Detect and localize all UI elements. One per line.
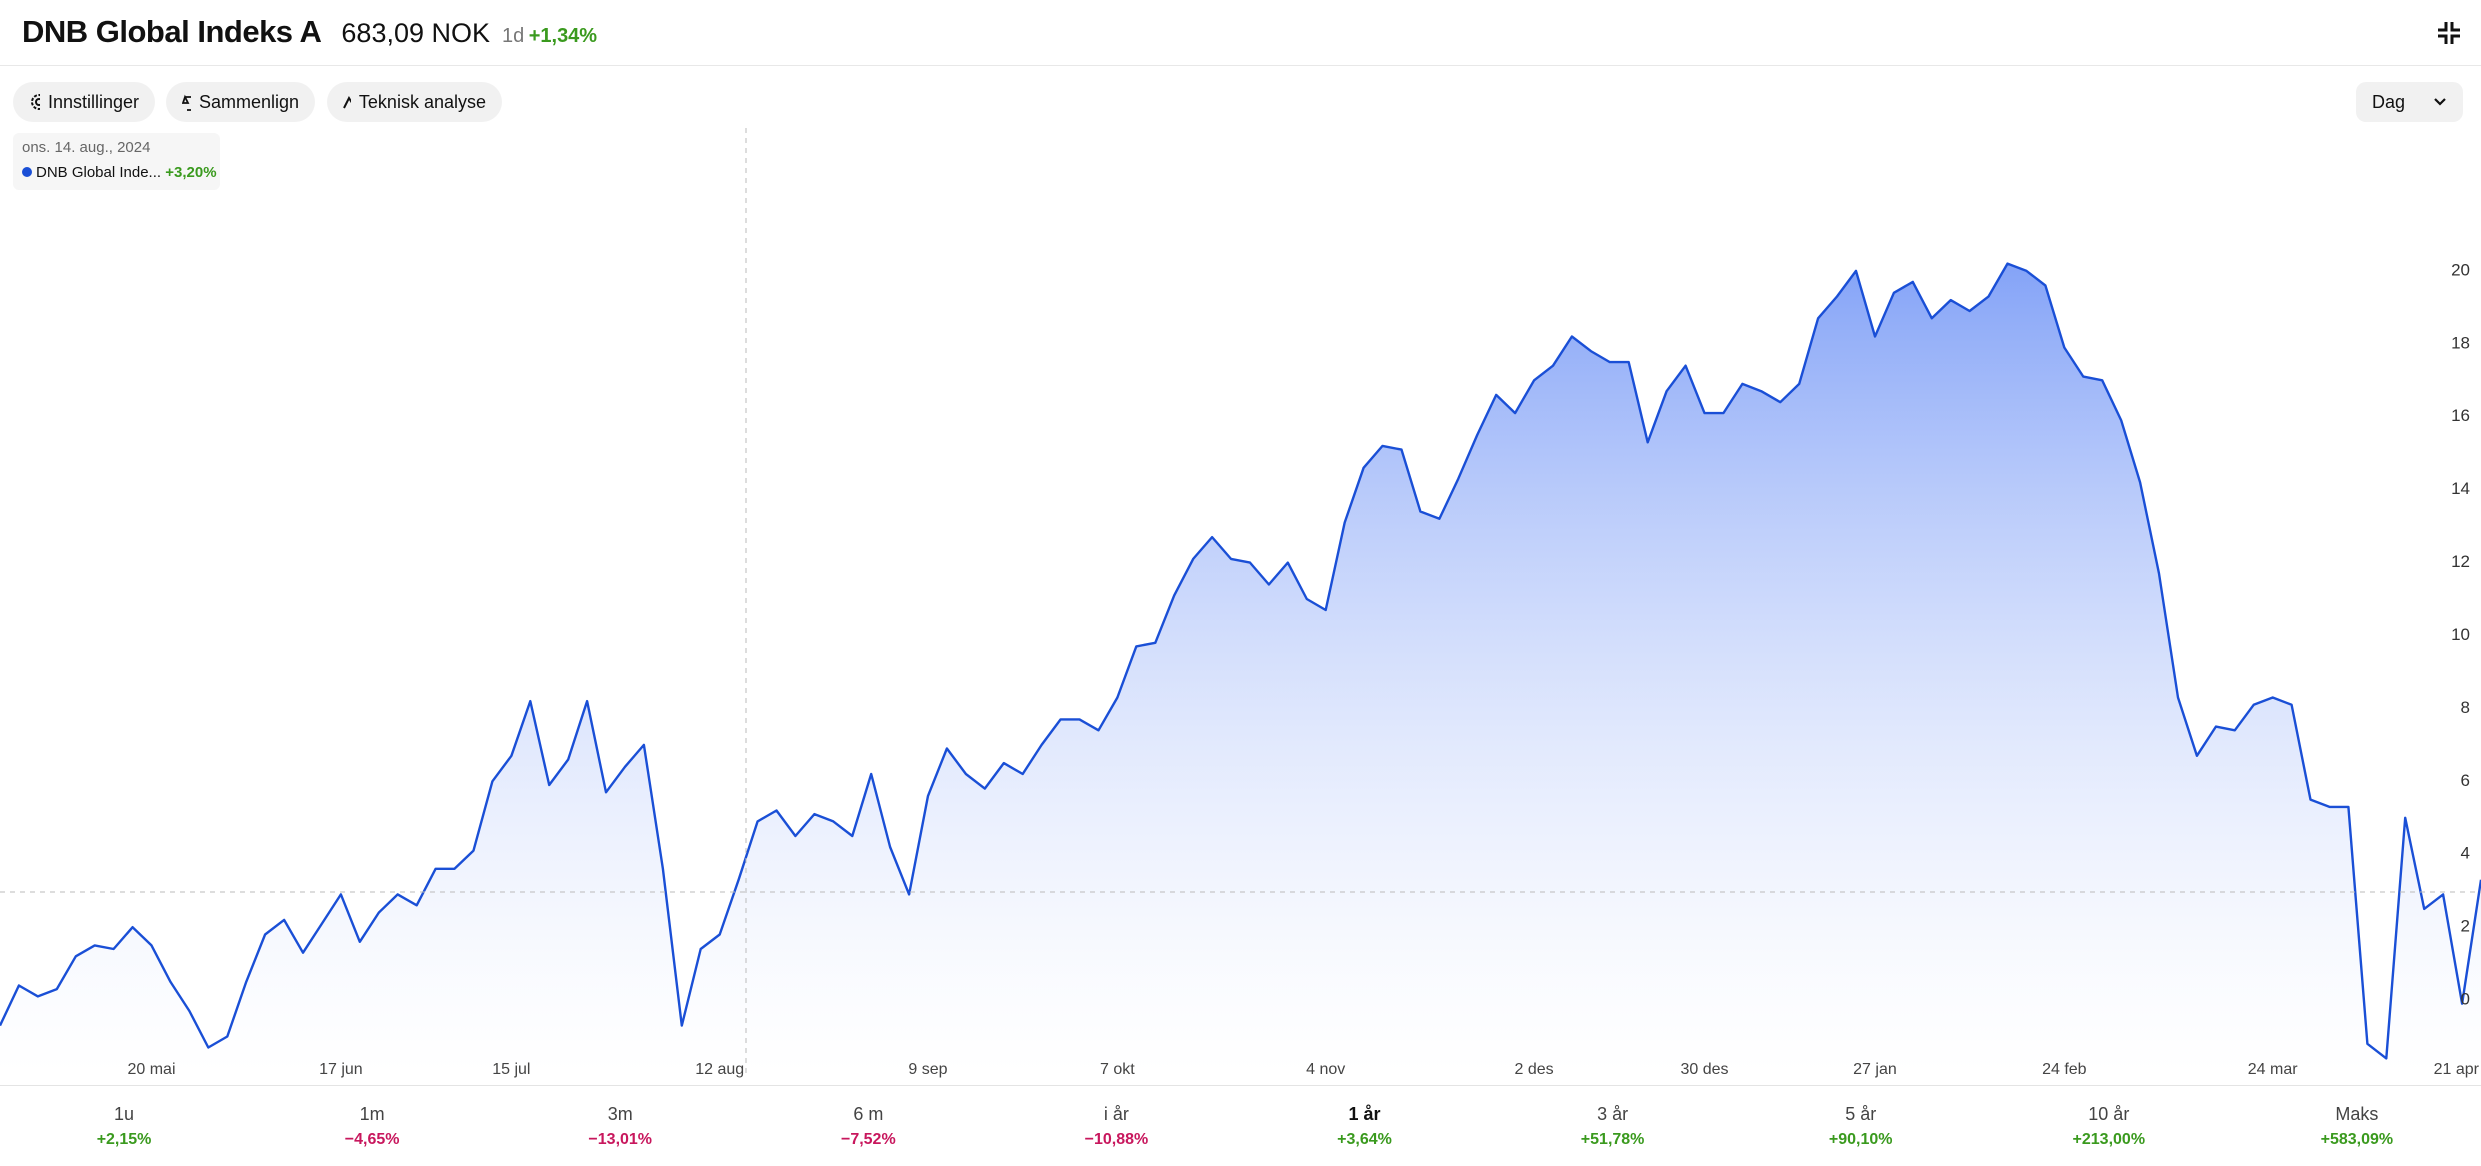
period-tab[interactable]: 3m −13,01% bbox=[496, 1086, 744, 1166]
period-label: Maks bbox=[2335, 1104, 2379, 1124]
period-change: +213,00% bbox=[2072, 1131, 2146, 1148]
period-change: +90,10% bbox=[1828, 1131, 1893, 1148]
period-tabs: 1u +2,15% 1m −4,65% 3m −13,01% 6 m −7,52% i år −1… bbox=[0, 1085, 2481, 1166]
y-tick-label: 14 bbox=[2451, 479, 2470, 498]
button-label: Innstillinger bbox=[47, 91, 139, 112]
period-label: 3 år bbox=[1597, 1104, 1629, 1124]
period-change: +51,78% bbox=[1580, 1131, 1645, 1148]
change-period: 1d bbox=[502, 25, 525, 47]
settings-button[interactable]: Innstillinger bbox=[13, 82, 155, 122]
scale-icon bbox=[182, 94, 191, 111]
period-tab[interactable]: 10 år +213,00% bbox=[1985, 1086, 2233, 1166]
period-tab[interactable]: 5 år +90,10% bbox=[1737, 1086, 1985, 1166]
period-label: 6 m bbox=[853, 1104, 884, 1124]
header: DNB Global Indeks A 683,09 NOK 1d +1,34% bbox=[22, 14, 597, 60]
price: 683,09 NOK bbox=[341, 18, 490, 48]
y-tick-label: 10 bbox=[2451, 625, 2470, 644]
y-tick-label: 20 bbox=[2451, 260, 2470, 279]
x-tick-label: 12 aug bbox=[695, 1061, 744, 1078]
change: +1,34% bbox=[528, 25, 598, 47]
period-change: −4,65% bbox=[344, 1131, 400, 1148]
period-tab[interactable]: Maks +583,09% bbox=[2233, 1086, 2481, 1166]
x-tick-label: 20 mai bbox=[127, 1061, 175, 1078]
period-change: −10,88% bbox=[1084, 1131, 1149, 1148]
period-change: +2,15% bbox=[96, 1131, 152, 1148]
analysis-button[interactable]: Teknisk analyse bbox=[327, 82, 502, 122]
period-tab[interactable]: 3 år +51,78% bbox=[1489, 1086, 1737, 1166]
period-change: −13,01% bbox=[588, 1131, 653, 1148]
x-tick-label: 2 des bbox=[1514, 1061, 1553, 1078]
x-tick-label: 27 jan bbox=[1853, 1061, 1897, 1078]
period-change: +583,09% bbox=[2320, 1131, 2394, 1148]
y-tick-label: 0 bbox=[2461, 990, 2470, 1009]
y-tick-label: 18 bbox=[2451, 333, 2470, 352]
period-label: 3m bbox=[607, 1104, 633, 1124]
line-icon bbox=[343, 95, 351, 109]
legend-name: DNB Global Inde... bbox=[36, 164, 162, 181]
x-tick-label: 15 jul bbox=[492, 1061, 530, 1078]
period-tab[interactable]: i år −10,88% bbox=[992, 1086, 1240, 1166]
x-tick-label: 24 feb bbox=[2042, 1061, 2087, 1078]
x-tick-label: 21 apr bbox=[2434, 1061, 2480, 1078]
tooltip-value: +3,20% bbox=[165, 164, 217, 181]
period-label: 1m bbox=[359, 1104, 385, 1124]
x-tick-label: 30 des bbox=[1680, 1061, 1728, 1078]
tooltip-row: DNB Global Inde... +3,20% bbox=[22, 164, 217, 181]
y-tick-label: 4 bbox=[2461, 844, 2470, 863]
y-tick-label: 6 bbox=[2461, 771, 2470, 790]
button-label: Sammenlign bbox=[198, 91, 299, 112]
line bbox=[0, 262, 2481, 1060]
y-tick-label: 8 bbox=[2461, 698, 2470, 717]
period-tab[interactable]: 1u +2,15% bbox=[0, 1086, 248, 1166]
daily-change: 1d +1,34% bbox=[502, 25, 597, 48]
period-change: +3,64% bbox=[1337, 1131, 1392, 1148]
period-tab[interactable]: 1m −4,65% bbox=[248, 1086, 496, 1166]
x-tick-label: 17 jun bbox=[319, 1061, 363, 1078]
period-label: 1 år bbox=[1348, 1104, 1381, 1124]
tooltip-date: ons. 14. aug., 2024 bbox=[22, 139, 151, 156]
button-label: Teknisk analyse bbox=[358, 91, 486, 112]
x-tick-label: 7 okt bbox=[1100, 1061, 1135, 1078]
chevron bbox=[2434, 98, 2446, 106]
area bbox=[0, 263, 2481, 1074]
y-tick-label: 12 bbox=[2451, 552, 2470, 571]
period-change: −7,52% bbox=[840, 1131, 896, 1148]
x-tick-label: 9 sep bbox=[908, 1061, 947, 1078]
divider bbox=[0, 65, 2481, 66]
y-tick-label: 16 bbox=[2451, 406, 2470, 425]
period-label: 5 år bbox=[1845, 1104, 1877, 1124]
compare-button[interactable]: Sammenlign bbox=[166, 82, 315, 122]
collapse-icon[interactable] bbox=[2436, 20, 2462, 46]
period-tab[interactable]: 1 år +3,64% bbox=[1240, 1086, 1488, 1166]
period-tab[interactable]: 6 m −7,52% bbox=[744, 1086, 992, 1166]
tooltip: ons. 14. aug., 2024 DNB Global Inde... +… bbox=[13, 133, 220, 190]
chart: 0 2 4 6 8 10 12 14 16 18 20 20 mai 17 jun 15 jul 12 au… bbox=[0, 128, 2481, 1078]
period-label: 1u bbox=[114, 1104, 135, 1124]
gear-icon bbox=[31, 94, 40, 110]
x-tick-label: 24 mar bbox=[2248, 1061, 2298, 1078]
dropdown-label: Dag bbox=[2372, 91, 2406, 112]
legend-dot bbox=[22, 167, 32, 177]
period-label: i år bbox=[1103, 1104, 1129, 1124]
interval-dropdown[interactable]: Dag bbox=[2356, 82, 2463, 122]
x-tick-label: 4 nov bbox=[1306, 1061, 1345, 1078]
y-tick-label: 2 bbox=[2461, 917, 2470, 936]
period-label: 10 år bbox=[2088, 1104, 2130, 1124]
title: DNB Global Indeks A bbox=[22, 14, 322, 49]
